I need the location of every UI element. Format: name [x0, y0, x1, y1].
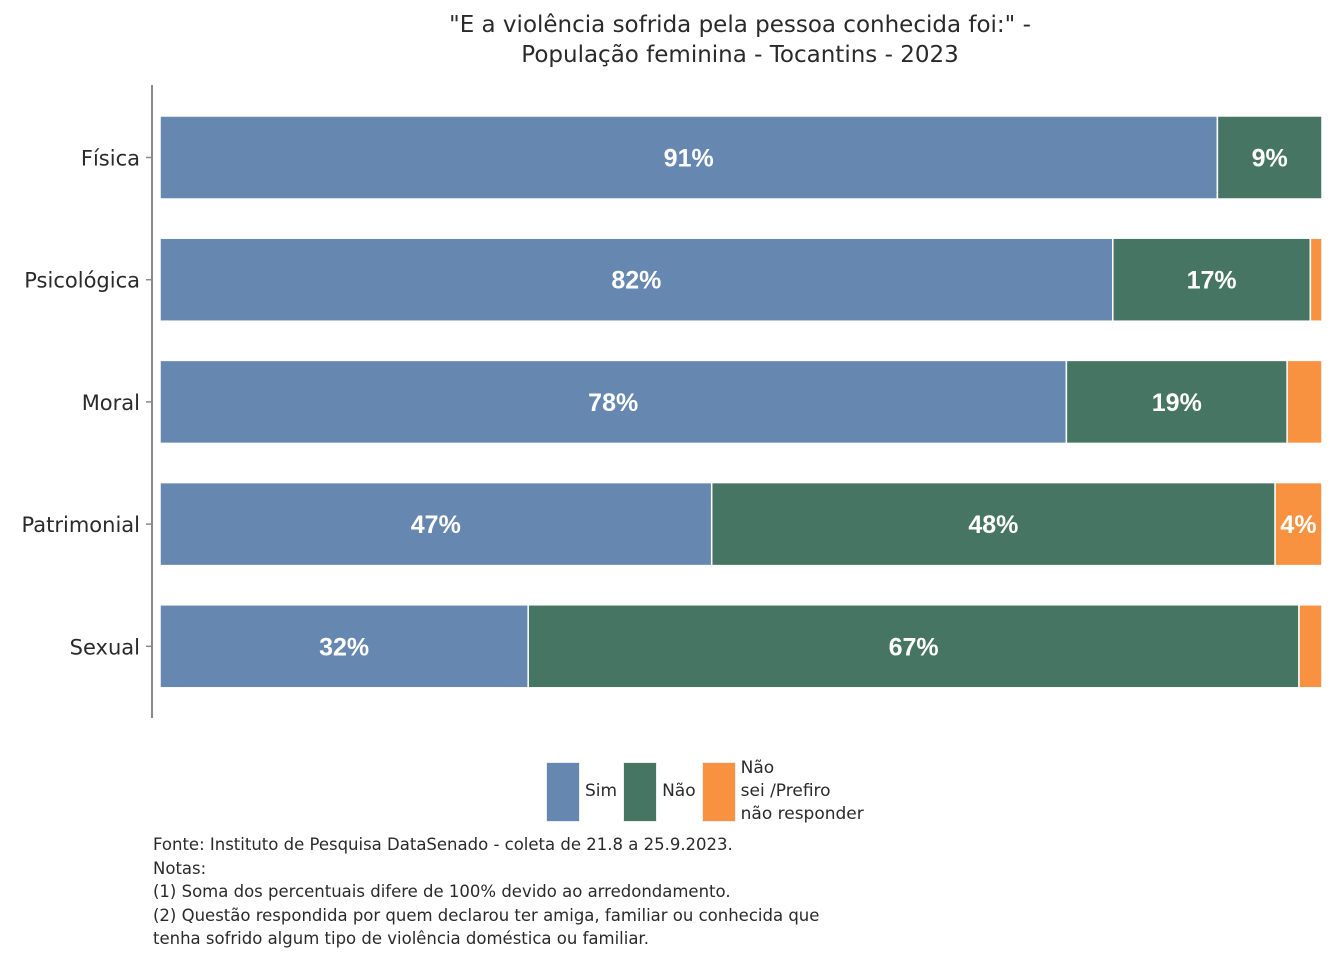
stacked-bar-chart: 91% 9% 82% 17% 78% 19% 47% 48% 4% 32% 67% Física Ps… [22, 85, 1323, 718]
bar-psicologica-nao-sei-prefiro-nao-responder [1309, 237, 1323, 322]
bar-moral-nao-sei-prefiro-nao-responder [1286, 359, 1323, 445]
legend-swatch-sim [546, 761, 580, 822]
value-label-patrimonial-sim: 47% [411, 511, 461, 539]
bar-moral-nao [1065, 359, 1288, 445]
legend-label-nao-sei-line-3: não responder [740, 804, 864, 824]
y-tick-label-sexual: Sexual [70, 635, 140, 659]
y-tick-label-moral: Moral [82, 391, 140, 415]
legend-label-nao-sei-line-2: sei /Prefiro [740, 781, 831, 801]
legend-label-nao-sei-line-1: Não [740, 758, 775, 778]
value-label-patrimonial-nao: 48% [968, 511, 1018, 539]
y-tick-label-patrimonial: Patrimonial [22, 513, 140, 537]
value-label-fisica-nao: 9% [1252, 145, 1288, 173]
y-tick-label-psicologica: Psicológica [24, 269, 140, 293]
legend-swatch-nao-sei [701, 761, 736, 822]
legend-label-nao: Não [662, 781, 696, 801]
value-label-psicologica-sim: 82% [611, 267, 661, 295]
value-label-moral-nao: 19% [1152, 389, 1202, 417]
note-2-line-1: (2) Questão respondida por quem declarou… [153, 905, 820, 925]
y-tick-label-fisica: Física [81, 147, 140, 171]
source-note: Fonte: Instituto de Pesquisa DataSenado … [153, 835, 733, 854]
note-2-line-2: tenha sofrido algum tipo de violência do… [153, 929, 649, 948]
bar-fisica-sim [159, 115, 1219, 200]
value-label-sexual-nao: 67% [889, 633, 939, 661]
y-axis-labels: Física Psicológica Moral Patrimonial Sexual [22, 147, 152, 659]
bar-moral-sim [159, 359, 1068, 445]
bar-sexual-nao [527, 604, 1300, 689]
bars-group: 91% 9% 82% 17% 78% 19% 47% 48% 4% 32% 67% [159, 115, 1323, 689]
footer-notes: Fonte: Instituto de Pesquisa DataSenado … [153, 833, 819, 951]
notes-heading: Notas: [153, 858, 207, 878]
legend-item-sim: Sim [546, 761, 618, 822]
value-label-moral-sim: 78% [588, 389, 638, 417]
legend-label-sim: Sim [585, 781, 618, 801]
note-1: (1) Soma dos percentuais difere de 100% … [153, 882, 731, 901]
value-label-psicologica-nao: 17% [1187, 267, 1237, 295]
chart-title-line-2: População feminina - Tocantins - 2023 [521, 42, 959, 68]
chart-title: "E a violência sofrida pela pessoa conhe… [400, 10, 1080, 70]
value-label-fisica-sim: 91% [664, 145, 714, 173]
legend-swatch-nao [623, 761, 658, 822]
legend-item-nao-sei: Não sei /Prefiro não responder [701, 757, 871, 826]
legend: Sim Não Não sei /Prefiro não responder [546, 757, 877, 826]
legend-label-nao-sei: Não sei /Prefiro não responder [741, 757, 871, 826]
bar-psicologica-sim [159, 237, 1114, 322]
bar-fisica-nao [1216, 115, 1323, 200]
chart-title-line-1: "E a violência sofrida pela pessoa conhe… [449, 12, 1031, 38]
legend-item-nao: Não [623, 761, 696, 822]
bar-sexual-nao-sei-prefiro-nao-responder [1298, 604, 1323, 689]
bar-psicologica-nao [1112, 237, 1312, 322]
value-label-sexual-sim: 32% [319, 633, 369, 661]
bar-patrimonial-nao [710, 481, 1276, 567]
value-label-patrimonial-nao-sei-prefiro-nao-responder: 4% [1280, 511, 1316, 539]
bar-patrimonial-nao-sei-prefiro-nao-responder [1274, 481, 1323, 567]
